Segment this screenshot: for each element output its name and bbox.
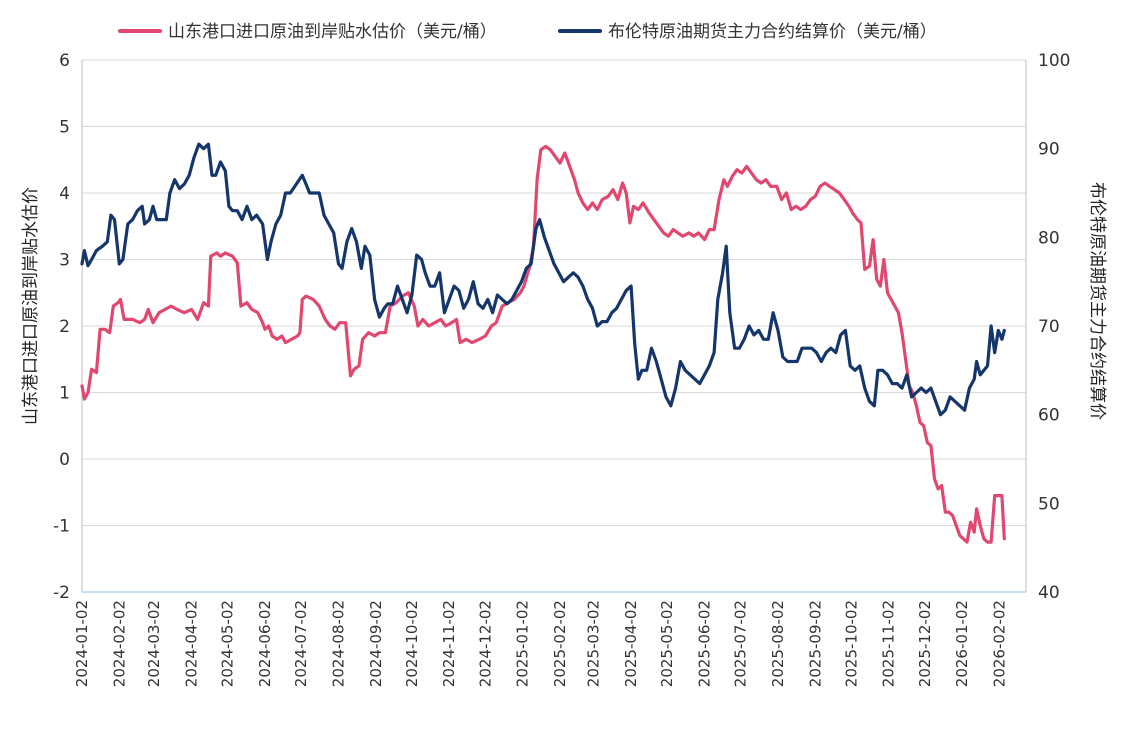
y-right-axis-title: 布伦特原油期货主力合约结算价 bbox=[1087, 182, 1107, 420]
x-tick-label: 2025-03-02 bbox=[585, 600, 603, 687]
x-tick-label: 2025-01-02 bbox=[514, 600, 532, 687]
x-tick-label: 2024-12-02 bbox=[476, 600, 494, 687]
y-left-tick-label: 1 bbox=[59, 384, 70, 404]
y-right-tick-label: 40 bbox=[1038, 583, 1060, 603]
x-tick-label: 2024-09-02 bbox=[367, 600, 385, 687]
y-left-tick-label: -1 bbox=[53, 517, 70, 537]
y-left-tick-label: 3 bbox=[59, 251, 70, 271]
plot-frame bbox=[81, 60, 1027, 593]
x-tick-label: 2024-03-02 bbox=[145, 600, 163, 687]
y-right-tick-label: 90 bbox=[1038, 140, 1060, 160]
y-left-tick-label: -2 bbox=[53, 583, 70, 603]
x-tick-label: 2025-06-02 bbox=[696, 600, 714, 687]
x-tick-label: 2024-04-02 bbox=[183, 600, 201, 687]
x-tick-label: 2024-07-02 bbox=[292, 600, 310, 687]
y-right-tick-labels: 100 90 80 70 60 50 40 bbox=[1038, 51, 1070, 603]
series-layer bbox=[80, 142, 1006, 544]
x-tick-label: 2025-08-02 bbox=[769, 600, 787, 687]
x-tick-label: 2025-07-02 bbox=[732, 600, 750, 687]
x-tick-label: 2025-02-02 bbox=[551, 600, 569, 687]
x-tick-label: 2024-08-02 bbox=[329, 600, 347, 687]
y-left-tick-labels: 6 5 4 3 2 1 0 -1 -2 bbox=[53, 51, 70, 603]
y-left-tick-label: 5 bbox=[59, 118, 70, 138]
y-right-tick-label: 70 bbox=[1038, 317, 1060, 337]
x-tick-label: 2025-12-02 bbox=[916, 600, 934, 687]
x-tick-label: 2026-01-02 bbox=[953, 600, 971, 687]
gridlines bbox=[82, 59, 1026, 593]
x-tick-label: 2024-01-02 bbox=[73, 600, 91, 687]
x-tick-label: 2025-11-02 bbox=[880, 600, 898, 687]
x-tick-label: 2024-11-02 bbox=[440, 600, 458, 687]
y-left-tick-label: 2 bbox=[59, 317, 70, 337]
x-tick-label: 2024-02-02 bbox=[110, 600, 128, 687]
y-right-tick-label: 100 bbox=[1038, 51, 1070, 71]
legend-entry-2: 布伦特原油期货主力合约结算价（美元/桶） bbox=[558, 22, 937, 42]
x-tick-label: 2025-09-02 bbox=[806, 600, 824, 687]
x-tick-label: 2025-10-02 bbox=[842, 600, 860, 687]
y-right-tick-label: 80 bbox=[1038, 228, 1060, 248]
x-tick-label: 2024-10-02 bbox=[403, 600, 421, 687]
legend: 山东港口进口原油到岸贴水估价（美元/桶） 布伦特原油期货主力合约结算价（美元/桶） bbox=[118, 22, 937, 42]
y-left-tick-label: 0 bbox=[59, 450, 70, 470]
x-tick-label: 2025-05-02 bbox=[658, 600, 676, 687]
series-line-2 bbox=[80, 142, 1006, 417]
x-tick-label: 2026-02-02 bbox=[991, 600, 1009, 687]
y-left-axis-title: 山东港口进口原油到岸贴水估价 bbox=[21, 187, 41, 425]
x-tick-label: 2024-06-02 bbox=[256, 600, 274, 687]
legend-entry-1: 山东港口进口原油到岸贴水估价（美元/桶） bbox=[118, 22, 497, 42]
x-tick-label: 2024-05-02 bbox=[219, 600, 237, 687]
series-line-1 bbox=[80, 144, 1006, 544]
y-right-tick-label: 60 bbox=[1038, 406, 1060, 426]
legend-label: 布伦特原油期货主力合约结算价（美元/桶） bbox=[608, 22, 937, 42]
x-tick-label: 2025-04-02 bbox=[622, 600, 640, 687]
x-tick-labels: 2024-01-02 2024-02-02 2024-03-02 2024-04-02… bbox=[73, 600, 1009, 687]
y-left-tick-label: 4 bbox=[59, 184, 70, 204]
y-right-tick-label: 50 bbox=[1038, 494, 1060, 514]
y-left-tick-label: 6 bbox=[59, 51, 70, 71]
legend-label: 山东港口进口原油到岸贴水估价（美元/桶） bbox=[168, 22, 497, 42]
